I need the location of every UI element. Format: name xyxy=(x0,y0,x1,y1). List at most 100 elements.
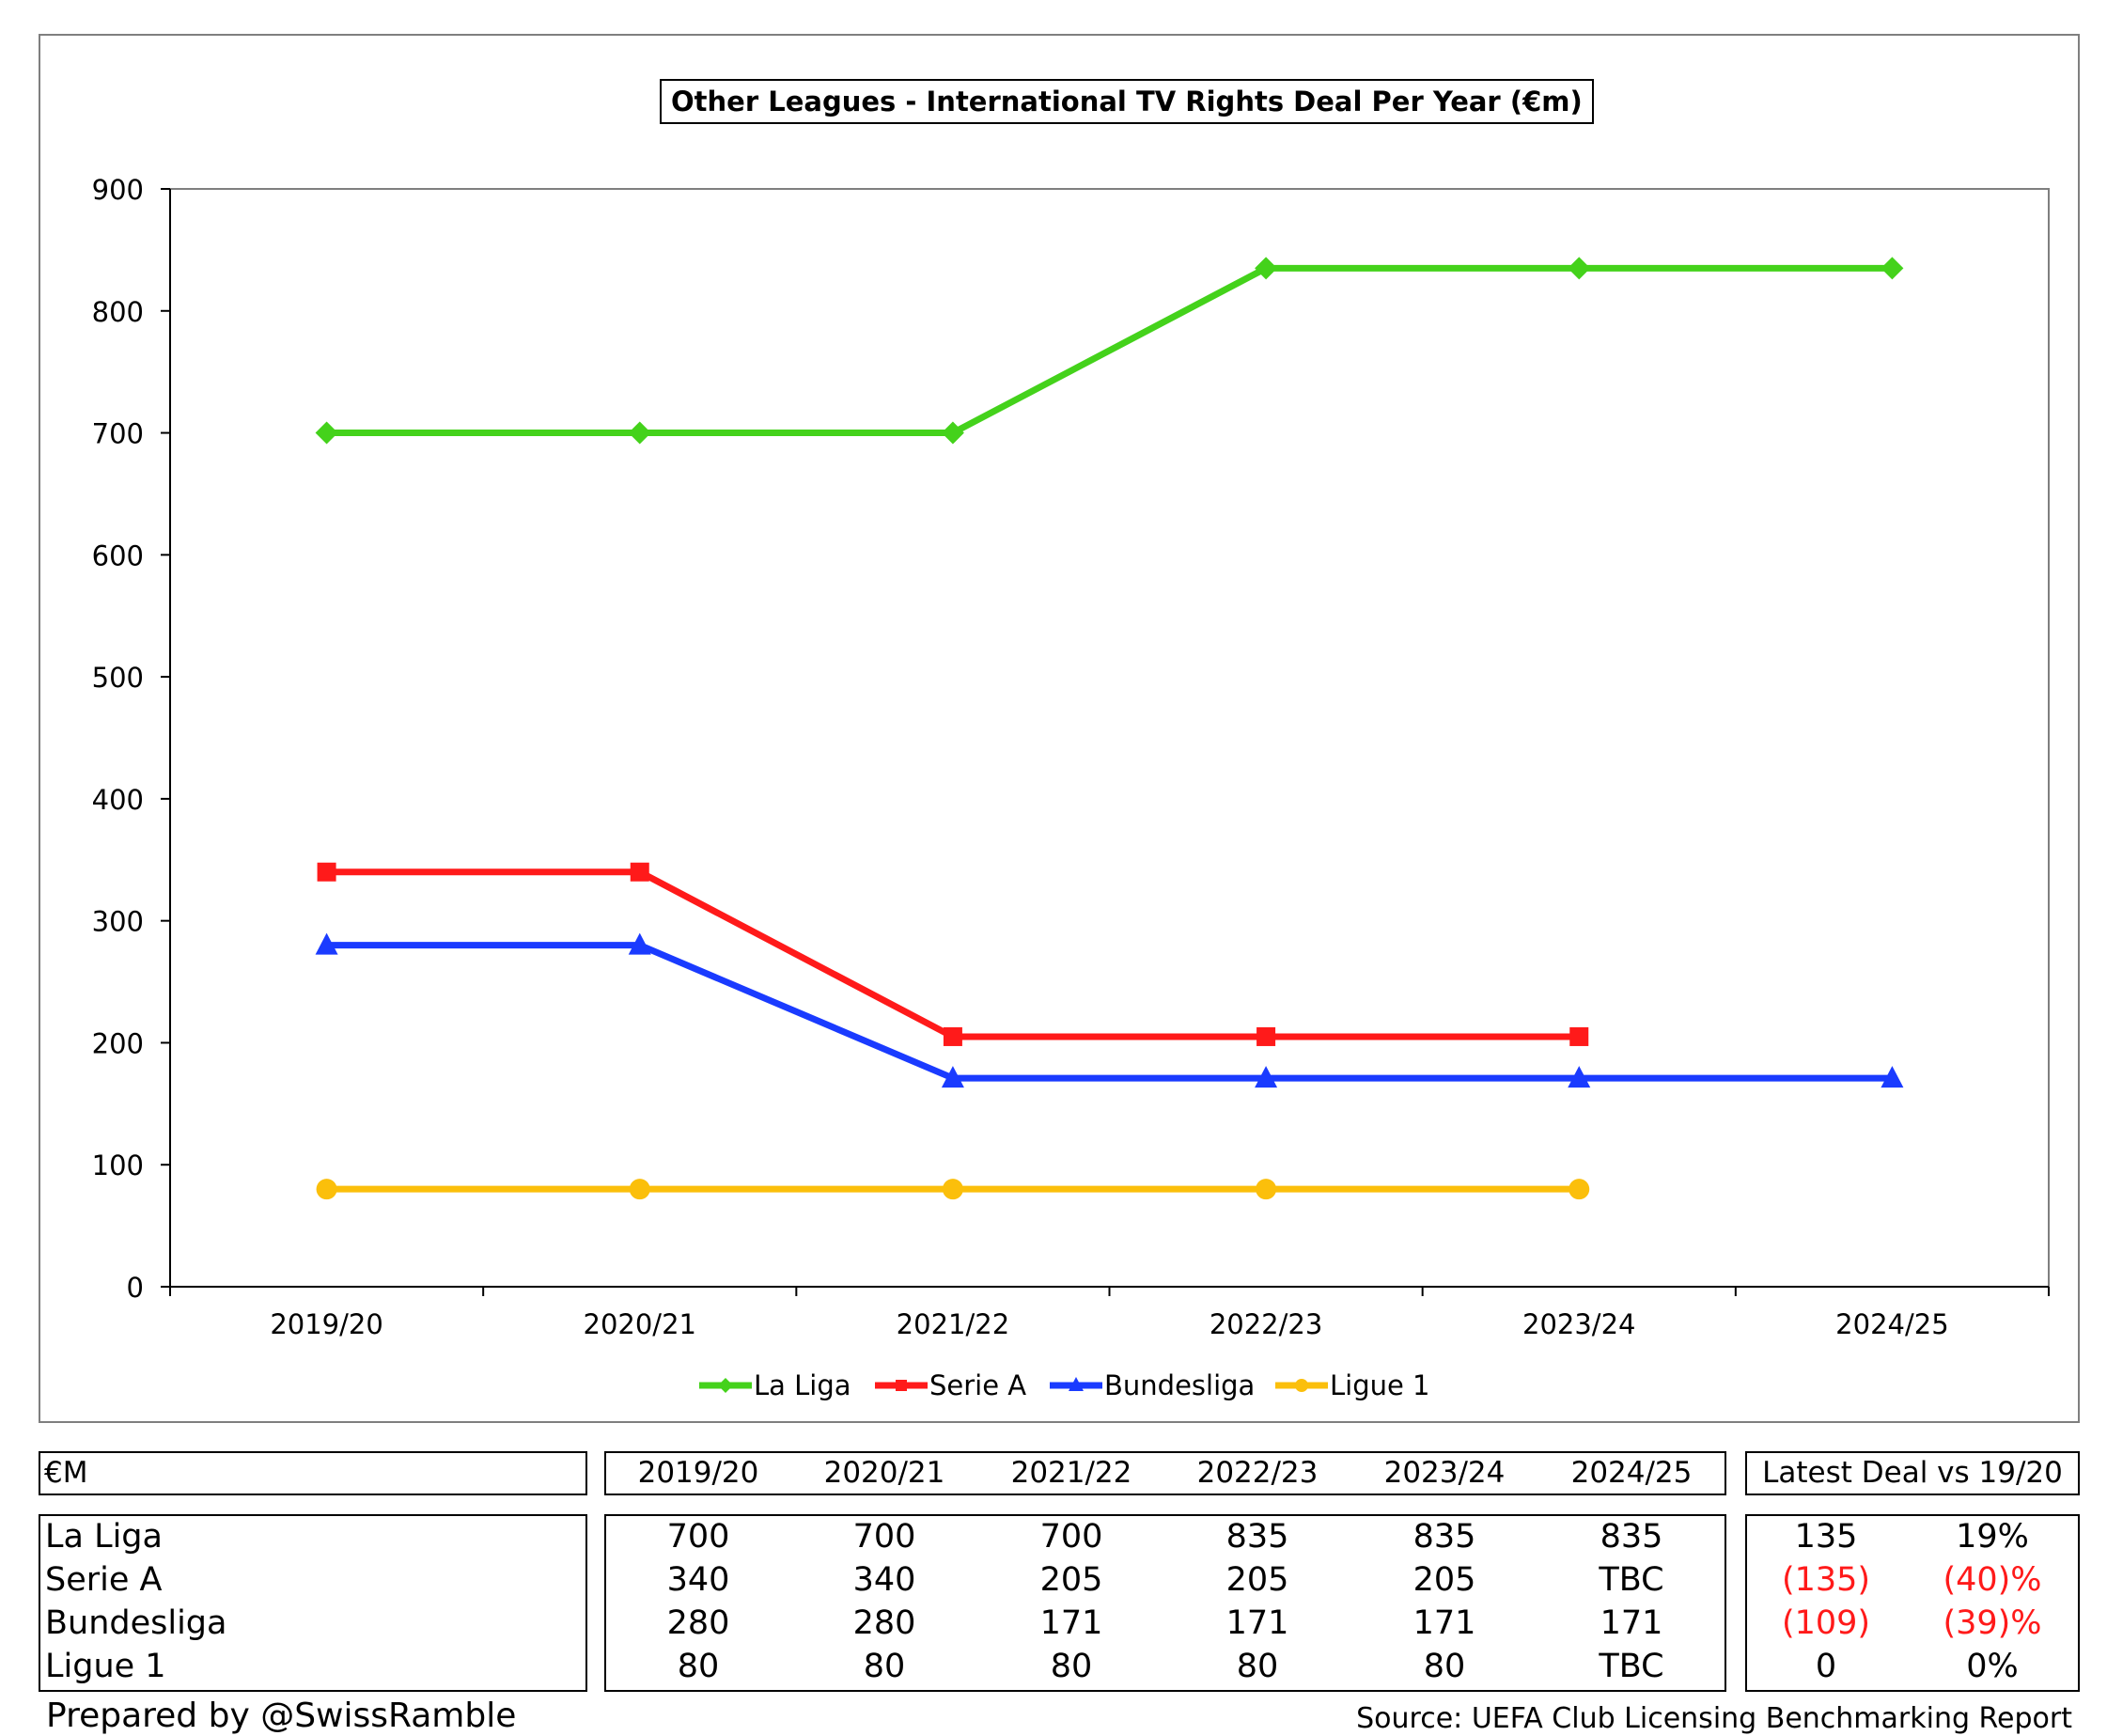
table-cell: 80 xyxy=(677,1648,720,1685)
table-cell: 835 xyxy=(1225,1518,1289,1556)
table-cell: 80 xyxy=(1423,1648,1466,1685)
la-liga-point xyxy=(1881,257,1904,280)
table-cell: 280 xyxy=(852,1604,916,1642)
table-row-label: Bundesliga xyxy=(45,1604,227,1642)
serie-a-point xyxy=(1256,1026,1276,1046)
serie-a-point xyxy=(630,862,649,882)
table-row-label: La Liga xyxy=(45,1518,163,1556)
table-cell: 171 xyxy=(1600,1604,1663,1642)
table-column-header: 2021/22 xyxy=(1010,1456,1132,1490)
x-tick-label: 2022/23 xyxy=(1210,1308,1322,1340)
table-cell: 835 xyxy=(1600,1518,1663,1556)
bundesliga-line xyxy=(326,942,1893,1082)
chart-frame xyxy=(39,34,2080,1423)
x-tick-label: 2023/24 xyxy=(1522,1308,1635,1340)
table-cell: 171 xyxy=(1225,1604,1289,1642)
bundesliga-point xyxy=(628,932,651,955)
table-change-header: Latest Deal vs 19/20 xyxy=(1762,1456,2063,1490)
la-liga-point xyxy=(941,421,964,445)
source-note: Source: UEFA Club Licensing Benchmarking… xyxy=(1356,1702,2072,1735)
table-cell: 700 xyxy=(666,1518,730,1556)
serie-a-legend-marker xyxy=(896,1380,907,1391)
table-label-body-box xyxy=(39,1514,587,1692)
table-cell: 171 xyxy=(1039,1604,1103,1642)
table-cell: 205 xyxy=(1225,1561,1289,1599)
y-tick-label: 200 xyxy=(92,1027,144,1059)
chart-title: Other Leagues - International TV Rights … xyxy=(660,79,1594,124)
bundesliga-point xyxy=(315,932,338,955)
ligue-1-legend-marker xyxy=(1295,1379,1308,1392)
table-cell: 205 xyxy=(1039,1561,1103,1599)
y-tick-label: 600 xyxy=(92,540,144,571)
la-liga-point xyxy=(628,421,651,445)
table-years-body-box xyxy=(604,1514,1726,1692)
table-change-body-box xyxy=(1745,1514,2080,1692)
serie-a-point xyxy=(1569,1026,1589,1046)
y-tick-label: 900 xyxy=(92,174,144,206)
bundesliga-point xyxy=(1255,1066,1278,1088)
la-liga-point xyxy=(315,421,338,445)
ligue-1-point xyxy=(316,1179,337,1200)
la-liga-point xyxy=(1568,257,1591,280)
table-change-percent: (39)% xyxy=(1943,1604,2042,1642)
ligue-1-point xyxy=(1569,1179,1590,1200)
table-column-header: 2022/23 xyxy=(1196,1456,1319,1490)
table-label-header-box xyxy=(39,1451,587,1495)
la-liga-line xyxy=(326,264,1893,437)
y-tick-label: 100 xyxy=(92,1150,144,1181)
serie-a-point xyxy=(943,1026,962,1046)
table-cell: 80 xyxy=(863,1648,906,1685)
serie-a-point xyxy=(317,862,336,882)
table-cell: 700 xyxy=(1039,1518,1103,1556)
serie-a-line xyxy=(326,868,1580,1040)
table-cell: 835 xyxy=(1412,1518,1476,1556)
y-tick-label: 500 xyxy=(92,662,144,694)
prepared-by-credit: Prepared by @SwissRamble xyxy=(46,1697,517,1735)
table-years-header-box xyxy=(604,1451,1726,1495)
la-liga-legend-label: La Liga xyxy=(754,1369,851,1401)
y-tick-label: 400 xyxy=(92,784,144,816)
bundesliga-legend-label: Bundesliga xyxy=(1104,1369,1255,1401)
table-cell: 171 xyxy=(1412,1604,1476,1642)
table-cell: 340 xyxy=(666,1561,730,1599)
x-tick-label: 2019/20 xyxy=(270,1308,382,1340)
table-change-percent: 0% xyxy=(1966,1648,2019,1685)
table-cell: 340 xyxy=(852,1561,916,1599)
bundesliga-point xyxy=(1881,1066,1904,1088)
x-tick-label: 2020/21 xyxy=(584,1308,696,1340)
table-column-header: 2023/24 xyxy=(1383,1456,1506,1490)
y-tick-label: 800 xyxy=(92,296,144,328)
x-tick-label: 2024/25 xyxy=(1835,1308,1948,1340)
la-liga-point xyxy=(1255,257,1278,280)
table-change-header-box xyxy=(1745,1451,2080,1495)
ligue-1-legend-label: Ligue 1 xyxy=(1330,1369,1430,1401)
ligue-1-point xyxy=(629,1179,650,1200)
table-column-header: 2020/21 xyxy=(823,1456,945,1490)
table-cell: 205 xyxy=(1412,1561,1476,1599)
table-cell: 280 xyxy=(666,1604,730,1642)
table-cell: TBC xyxy=(1599,1561,1664,1599)
table-column-header: 2019/20 xyxy=(637,1456,759,1490)
ligue-1-point xyxy=(942,1179,963,1200)
y-tick-label: 700 xyxy=(92,418,144,450)
line-chart: 0 100 200 300 400 500 600 700 800 900 2019/20 2020/… xyxy=(92,174,2050,1401)
table-change-value: (109) xyxy=(1781,1604,1871,1642)
x-tick-label: 2021/22 xyxy=(897,1308,1009,1340)
bundesliga-legend-marker xyxy=(1069,1377,1084,1391)
table-change-percent: 19% xyxy=(1956,1518,2029,1556)
table-row-label: Serie A xyxy=(45,1561,163,1599)
la-liga-legend-marker xyxy=(718,1378,733,1393)
table-change-value: (135) xyxy=(1781,1561,1871,1599)
table-cell: 700 xyxy=(852,1518,916,1556)
table-change-value: 0 xyxy=(1815,1648,1837,1685)
y-tick-label: 0 xyxy=(127,1272,144,1304)
bundesliga-point xyxy=(941,1066,964,1088)
ligue-1-point xyxy=(1256,1179,1277,1200)
table-cell: 80 xyxy=(1236,1648,1279,1685)
table-corner-label: €M xyxy=(44,1456,88,1490)
table-change-percent: (40)% xyxy=(1943,1561,2042,1599)
table-change-value: 135 xyxy=(1794,1518,1858,1556)
table-cell: 80 xyxy=(1050,1648,1093,1685)
serie-a-legend-label: Serie A xyxy=(929,1369,1026,1401)
table-column-header: 2024/25 xyxy=(1570,1456,1693,1490)
